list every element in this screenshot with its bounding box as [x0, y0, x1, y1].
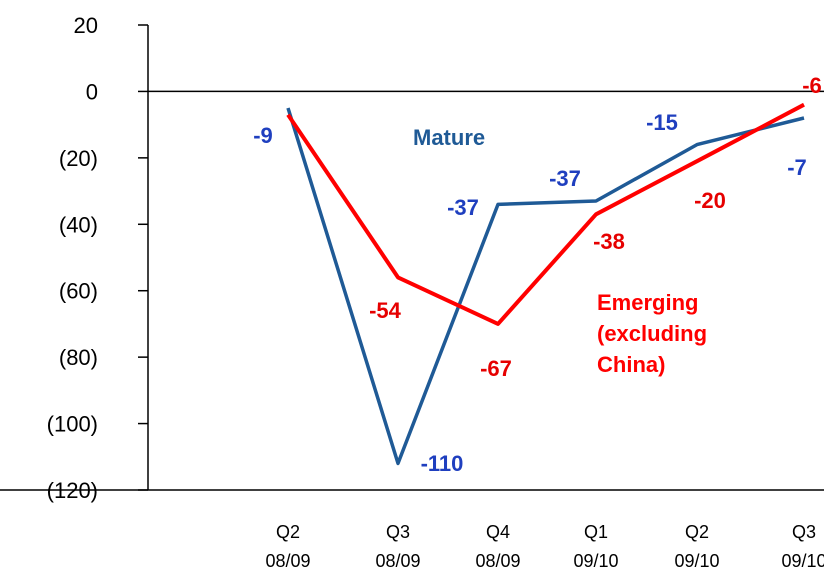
data-label-mature: -9: [253, 123, 273, 148]
x-category-label-line: Q4: [486, 522, 510, 542]
series-name-line: China): [597, 352, 665, 377]
data-label-emerging: -38: [593, 229, 625, 254]
x-category-label-line: 09/10: [674, 551, 719, 571]
x-category-label-line: 09/10: [781, 551, 824, 571]
data-labels: -9 -110 -37 -37 -15 -7 -54 -67 -38 -20 -6: [253, 73, 822, 476]
x-category-label-line: Q2: [276, 522, 300, 542]
x-category-label: Q4 08/09: [475, 522, 520, 571]
data-label-mature: -37: [549, 166, 581, 191]
x-category-label-line: 08/09: [375, 551, 420, 571]
y-tick-label: 0: [86, 79, 98, 104]
series-name-labels: Mature Emerging (excluding China): [413, 125, 707, 377]
x-category-label-line: 09/10: [573, 551, 618, 571]
x-category-label: Q2 09/10: [674, 522, 719, 571]
x-category-label: Q2 08/09: [265, 522, 310, 571]
data-label-emerging: -54: [369, 298, 402, 323]
data-label-mature: -110: [421, 451, 464, 476]
y-tick-label: (60): [59, 279, 98, 304]
x-category-label-line: 08/09: [475, 551, 520, 571]
data-label-emerging: -67: [480, 356, 512, 381]
data-label-emerging: -6: [802, 73, 822, 98]
series-name-line: Emerging: [597, 290, 698, 315]
x-category-label-line: Q3: [386, 522, 410, 542]
y-tick-label: (120): [47, 478, 98, 503]
y-tick-labels: 20 0 (20) (40) (60) (80) (100) (120): [47, 13, 148, 503]
data-label-emerging: -20: [694, 188, 726, 213]
x-category-label-line: Q2: [685, 522, 709, 542]
series-line-mature: [286, 107, 805, 466]
data-label-mature: -7: [787, 155, 807, 180]
series-name-line: (excluding: [597, 321, 707, 346]
x-category-labels: Q2 08/09 Q3 08/09 Q4 08/09 Q1 09/10 Q2 09/10 Q3 09/…: [265, 522, 824, 571]
data-label-mature: -15: [646, 110, 678, 135]
x-category-label: Q1 09/10: [573, 522, 618, 571]
x-category-label-line: 08/09: [265, 551, 310, 571]
series-line-emerging: [286, 102, 805, 326]
y-tick-label: (100): [47, 412, 98, 437]
series-name-emerging: Emerging (excluding China): [597, 290, 707, 377]
y-tick-label: 20: [74, 13, 98, 38]
x-category-label: Q3 08/09: [375, 522, 420, 571]
series-lines: [286, 102, 805, 466]
x-category-label: Q3 09/10: [781, 522, 824, 571]
series-name-line: Mature: [413, 125, 485, 150]
y-tick-label: (20): [59, 146, 98, 171]
data-label-mature: -37: [447, 195, 479, 220]
y-tick-label: (40): [59, 212, 98, 237]
chart-axes: [0, 25, 824, 491]
y-tick-label: (80): [59, 345, 98, 370]
x-category-label-line: Q1: [584, 522, 608, 542]
series-name-mature: Mature: [413, 125, 485, 150]
x-category-label-line: Q3: [792, 522, 816, 542]
